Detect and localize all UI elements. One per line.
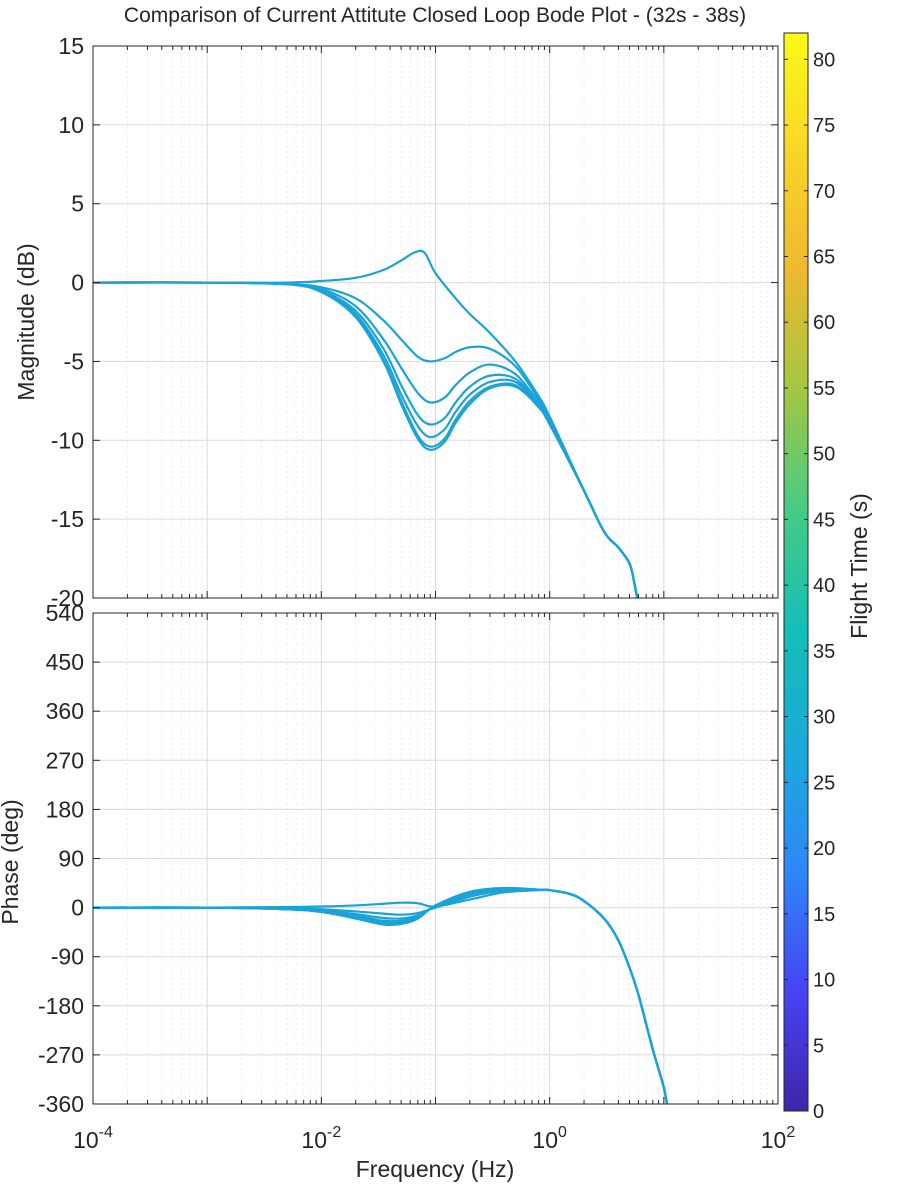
x-tick-exponent: -2	[327, 1124, 341, 1141]
colorbar-label: Flight Time (s)	[846, 493, 872, 639]
phase-axes: 540 450 360 270 180 90 0 -90 -180 -270 -360 Phase …	[0, 600, 795, 1182]
phase-ticks	[93, 612, 778, 1105]
colorbar-tick-label: 65	[813, 246, 835, 268]
phase-grid	[93, 613, 778, 1104]
magnitude-ylabel: Magnitude (dB)	[13, 243, 39, 400]
y-tick-label: -20	[51, 585, 84, 611]
x-tick-label: 10-2	[301, 1124, 341, 1153]
x-tick-label: 100	[532, 1124, 567, 1153]
colorbar-tick-label: 20	[813, 838, 835, 860]
magnitude-series-line-7	[93, 281, 639, 598]
y-tick-label: 15	[58, 33, 84, 59]
colorbar-tick-label: 35	[813, 641, 835, 663]
magnitude-axes: 15 10 5 0 -5 -10 -15 -20 Magnitude (dB)	[13, 33, 779, 611]
y-tick-label: -270	[38, 1042, 84, 1068]
y-tick-label: 180	[46, 796, 84, 822]
colorbar-tick-label: 70	[813, 181, 835, 203]
phase-series-line-7	[93, 886, 669, 1104]
y-tick-label: -10	[51, 427, 84, 453]
y-tick-label: -15	[51, 506, 84, 532]
colorbar-tick-label: 55	[813, 378, 835, 400]
y-tick-label: 360	[46, 698, 84, 724]
colorbar-tick-label: 0	[813, 1101, 824, 1123]
frequency-xlabel: Frequency (Hz)	[356, 1156, 514, 1182]
magnitude-y-tick-labels: 15 10 5 0 -5 -10 -15 -20	[51, 33, 84, 611]
magnitude-ticks	[93, 45, 778, 599]
frequency-x-tick-labels: 10-4 10-2 100 102	[73, 1124, 795, 1153]
colorbar-tick-label: 50	[813, 444, 835, 466]
y-tick-label: 450	[46, 649, 84, 675]
colorbar-tick-label: 30	[813, 707, 835, 729]
y-tick-label: 540	[46, 600, 84, 626]
y-tick-label: 270	[46, 747, 84, 773]
colorbar-tick-label: 5	[813, 1035, 824, 1057]
x-tick-base: 10	[761, 1127, 787, 1153]
x-tick-exponent: 2	[786, 1124, 795, 1141]
magnitude-grid	[93, 46, 778, 598]
colorbar-tick-label: 45	[813, 509, 835, 531]
colorbar-tick-label: 60	[813, 312, 835, 334]
y-tick-label: -180	[38, 993, 84, 1019]
colorbar-ticks: 0 5 10 15 20 25 30 35 40 45 50 55 60 65 70 75 80	[784, 49, 835, 1123]
colorbar-tick-label: 15	[813, 904, 835, 926]
x-tick-exponent: 0	[558, 1124, 567, 1141]
x-tick-label: 10-4	[73, 1124, 113, 1153]
phase-series	[93, 886, 669, 1104]
y-tick-label: 0	[71, 270, 84, 296]
colorbar-tick-label: 10	[813, 970, 835, 992]
phase-ylabel: Phase (deg)	[0, 799, 23, 924]
x-tick-base: 10	[532, 1127, 558, 1153]
y-tick-label: -5	[64, 348, 84, 374]
y-tick-label: 5	[71, 191, 84, 217]
colorbar-tick-label: 40	[813, 575, 835, 597]
y-tick-label: -90	[51, 944, 84, 970]
colorbar-scale	[783, 32, 809, 1112]
x-tick-base: 10	[73, 1127, 99, 1153]
colorbar-tick-label: 25	[813, 772, 835, 794]
figure-title: Comparison of Current Attitute Closed Lo…	[124, 4, 746, 27]
magnitude-series	[93, 249, 639, 598]
colorbar-tick-label: 80	[813, 49, 835, 71]
phase-y-tick-labels: 540 450 360 270 180 90 0 -90 -180 -270 -360	[38, 600, 84, 1117]
x-tick-label: 102	[761, 1124, 796, 1153]
x-tick-exponent: -4	[99, 1124, 113, 1141]
y-tick-label: -360	[38, 1091, 84, 1117]
colorbar: 0 5 10 15 20 25 30 35 40 45 50 55 60 65 70 75 80 Flight …	[783, 32, 872, 1123]
y-tick-label: 10	[58, 112, 84, 138]
y-tick-label: 90	[58, 846, 84, 872]
x-tick-base: 10	[301, 1127, 327, 1153]
colorbar-tick-label: 75	[813, 115, 835, 137]
y-tick-label: 0	[71, 895, 84, 921]
